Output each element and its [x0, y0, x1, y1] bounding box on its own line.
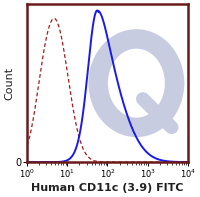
Y-axis label: Count: Count: [4, 67, 14, 100]
X-axis label: Human CD11c (3.9) FITC: Human CD11c (3.9) FITC: [31, 183, 184, 193]
